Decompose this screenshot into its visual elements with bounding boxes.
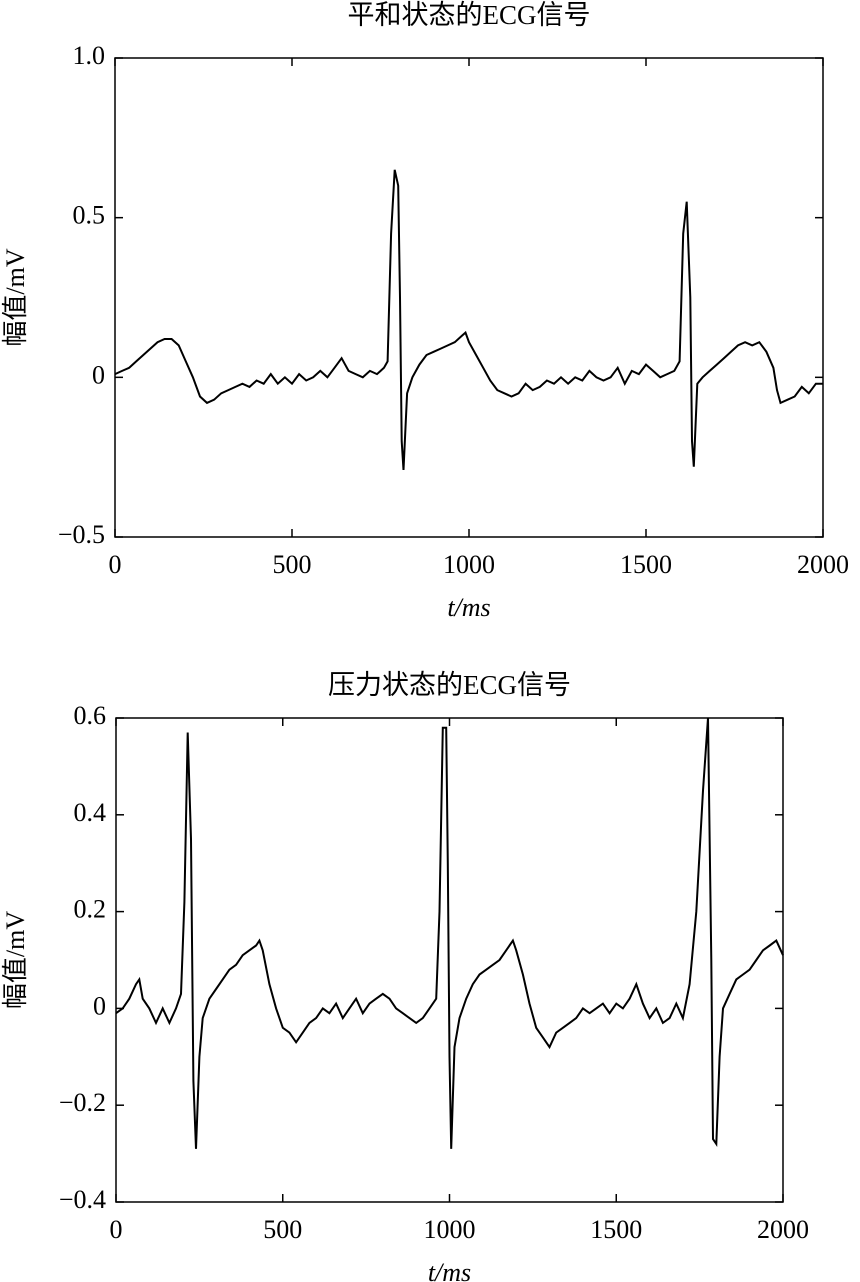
x-axis-label: t/ms bbox=[447, 593, 490, 622]
x-tick-label: 0 bbox=[110, 1215, 123, 1244]
x-tick-label: 1500 bbox=[620, 550, 672, 579]
x-tick-label: 2000 bbox=[757, 1215, 809, 1244]
x-tick-label: 2000 bbox=[797, 550, 849, 579]
y-tick-label: 0.5 bbox=[73, 201, 106, 230]
x-tick-label: 500 bbox=[263, 1215, 302, 1244]
x-tick-label: 0 bbox=[109, 550, 122, 579]
x-tick-label: 1000 bbox=[424, 1215, 476, 1244]
chart-title: 压力状态的ECG信号 bbox=[328, 670, 571, 700]
y-axis-label: 幅值/mV bbox=[1, 248, 30, 346]
y-tick-label: 0.2 bbox=[74, 895, 107, 924]
y-tick-label: −0.2 bbox=[59, 1088, 106, 1117]
y-tick-label: 0 bbox=[92, 360, 105, 389]
x-tick-label: 500 bbox=[273, 550, 312, 579]
ecg-line bbox=[114, 169, 823, 470]
y-tick-label: 1.0 bbox=[73, 41, 106, 70]
ecg-line bbox=[115, 717, 784, 1149]
y-tick-label: 0 bbox=[93, 991, 106, 1020]
x-tick-label: 1500 bbox=[590, 1215, 642, 1244]
chart-title: 平和状态的ECG信号 bbox=[348, 0, 591, 30]
x-tick-label: 1000 bbox=[443, 550, 495, 579]
x-axis-label: t/ms bbox=[428, 1258, 471, 1282]
y-tick-label: 0.6 bbox=[74, 701, 107, 730]
y-axis-label: 幅值/mV bbox=[1, 911, 30, 1009]
y-tick-label: 0.4 bbox=[74, 798, 107, 827]
y-tick-label: −0.4 bbox=[59, 1185, 106, 1214]
y-tick-label: −0.5 bbox=[58, 520, 105, 549]
plot-frame bbox=[114, 57, 824, 538]
